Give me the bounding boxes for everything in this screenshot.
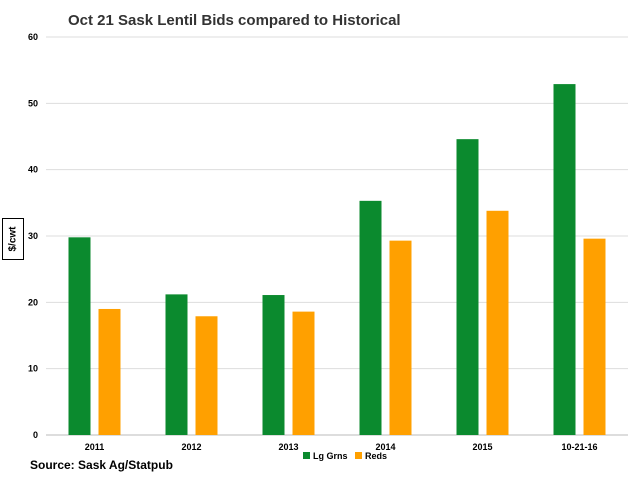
y-tick-label: 20 — [28, 297, 38, 307]
bar-reds-10-21-16 — [583, 238, 606, 435]
legend: Lg Grns Reds — [303, 451, 387, 461]
bar-reds-2014 — [389, 240, 412, 435]
y-axis-ticks: 0 10 20 30 40 50 60 — [28, 32, 38, 440]
y-tick-label: 30 — [28, 231, 38, 241]
x-category-label: 2015 — [472, 442, 492, 452]
bar-reds-2013 — [292, 311, 315, 435]
x-category-label: 2013 — [278, 442, 298, 452]
gridlines — [46, 36, 628, 436]
x-category-label: 2012 — [181, 442, 201, 452]
legend-label: Lg Grns — [313, 451, 348, 461]
bar-lg-grns-2012 — [165, 294, 188, 435]
y-tick-label: 60 — [28, 32, 38, 42]
legend-swatch — [303, 452, 310, 459]
bar-reds-2012 — [195, 316, 218, 435]
source-note: Source: Sask Ag/Statpub — [30, 458, 173, 472]
y-axis-label: $/cwt — [7, 226, 19, 252]
y-tick-label: 0 — [33, 430, 38, 440]
y-axis-label-box: $/cwt — [2, 218, 24, 260]
bars — [68, 84, 606, 436]
bar-lg-grns-2011 — [68, 237, 91, 435]
y-tick-label: 40 — [28, 165, 38, 175]
x-category-label: 10-21-16 — [561, 442, 597, 452]
chart-title: Oct 21 Sask Lentil Bids compared to Hist… — [68, 12, 401, 29]
legend-label: Reds — [365, 451, 387, 461]
bar-lg-grns-2013 — [262, 295, 285, 435]
y-tick-label: 10 — [28, 364, 38, 374]
bar-lg-grns-10-21-16 — [553, 84, 576, 435]
x-axis-categories: 2011 2012 2013 2014 2015 10-21-16 — [85, 442, 598, 452]
bar-lg-grns-2015 — [456, 139, 479, 436]
y-tick-label: 50 — [28, 98, 38, 108]
x-category-label: 2014 — [375, 442, 395, 452]
bar-reds-2015 — [486, 210, 509, 435]
x-category-label: 2011 — [85, 442, 105, 452]
bar-lg-grns-2014 — [359, 200, 382, 435]
legend-swatch — [355, 452, 362, 459]
bar-reds-2011 — [98, 308, 121, 435]
